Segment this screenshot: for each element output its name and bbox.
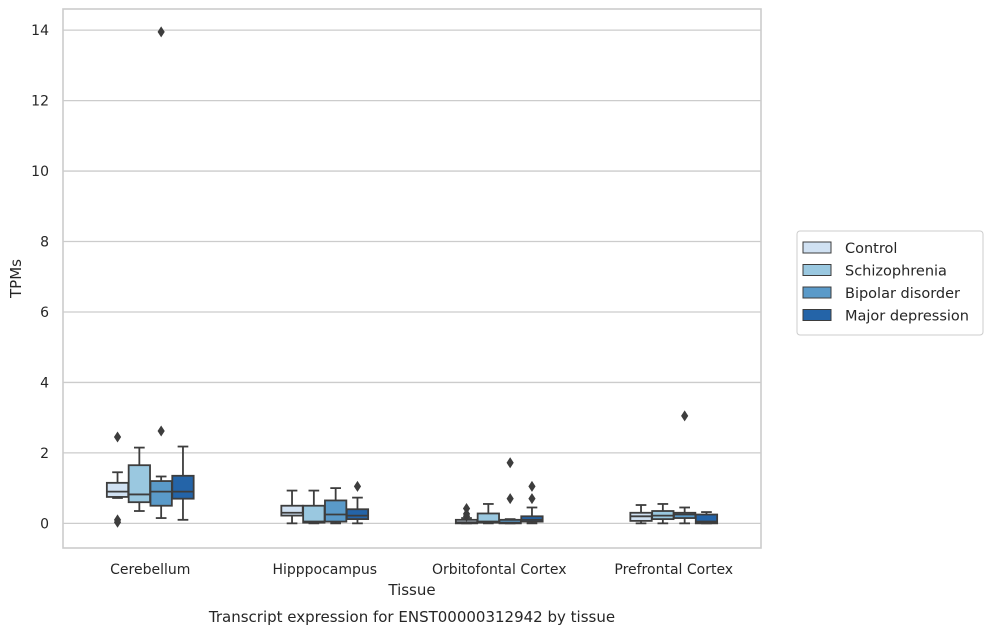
x-tick-label: Prefrontal Cortex <box>614 562 733 578</box>
box-body <box>476 512 500 524</box>
outlier-point <box>528 493 536 505</box>
outlier-point <box>113 431 122 443</box>
y-axis-label: TPMs <box>7 259 25 299</box>
box-major-depression-prefrontal-cortex <box>694 511 719 525</box>
box-schizophrenia-orbitofontal-cortex <box>476 503 500 525</box>
y-tick-label: 8 <box>40 235 49 251</box>
y-tick-labels: 0 2 4 6 8 10 12 14 <box>31 23 49 532</box>
box-major-depression-hipppocampus <box>345 480 370 525</box>
y-tick-label: 2 <box>40 446 49 462</box>
outlier-point <box>681 410 689 422</box>
box-bipolar-disorder-orbitofontal-cortex <box>498 457 522 525</box>
y-tick-label: 14 <box>31 23 49 39</box>
legend-label: Control <box>845 241 897 257</box>
x-tick-label: Cerebellum <box>110 562 190 578</box>
legend-swatch <box>802 264 832 276</box>
box-control-orbitofontal-cortex <box>454 503 479 525</box>
outlier-point <box>113 516 122 528</box>
y-tick-label: 4 <box>40 375 49 391</box>
boxes <box>105 26 719 528</box>
box-body <box>324 499 348 523</box>
box-body <box>302 504 326 524</box>
box-body <box>345 508 370 521</box>
outlier-point <box>157 26 165 38</box>
legend-label: Bipolar disorder <box>845 286 960 302</box>
box-major-depression-orbitofontal-cortex <box>520 480 544 525</box>
legend-label: Schizophrenia <box>845 264 947 280</box>
grid-lines <box>63 29 761 524</box>
legend: Control Schizophrenia Bipolar disorder Majo… <box>796 230 984 336</box>
box-bipolar-disorder-hipppocampus <box>324 487 348 525</box>
outlier-point <box>353 480 362 492</box>
legend-frame <box>796 230 984 336</box>
chart-title: Transcript expression for ENST0000031294… <box>208 608 615 626</box>
box-body <box>280 504 304 517</box>
box-control-hipppocampus <box>280 489 304 525</box>
box-bipolar-disorder-cerebellum <box>149 26 173 519</box>
box-major-depression-cerebellum <box>171 445 195 521</box>
x-axis-label: Tissue <box>387 581 435 599</box>
box-body <box>694 513 719 525</box>
legend-swatch <box>802 309 832 321</box>
y-tick-label: 12 <box>31 94 49 110</box>
x-tick-labels: Cerebellum Hipppocampus Orbitofontal Corte… <box>110 562 733 578</box>
box-control-cerebellum <box>105 431 130 528</box>
outlier-point <box>528 480 536 492</box>
box-schizophrenia-prefrontal-cortex <box>651 503 675 525</box>
box-schizophrenia-cerebellum <box>127 446 151 512</box>
legend-swatch <box>802 241 832 254</box>
box-body <box>149 480 173 507</box>
y-tick-label: 0 <box>40 516 49 532</box>
outlier-point <box>462 510 471 522</box>
outlier-point <box>506 493 514 505</box>
x-tick-label: Orbitofontal Cortex <box>432 562 567 578</box>
y-tick-label: 10 <box>31 164 49 180</box>
legend-swatch <box>802 286 832 299</box>
box-body <box>105 481 130 498</box>
box-body <box>171 474 195 500</box>
x-tick-label: Hipppocampus <box>272 562 377 578</box>
box-bipolar-disorder-prefrontal-cortex <box>673 410 697 525</box>
plot-frame <box>62 8 762 549</box>
box-schizophrenia-hipppocampus <box>302 489 326 525</box>
y-tick-label: 6 <box>40 305 49 321</box>
outlier-point <box>506 457 514 469</box>
box-body <box>127 464 151 504</box>
outlier-point <box>157 425 165 437</box>
legend-label: Major depression <box>845 309 969 325</box>
box-control-prefrontal-cortex <box>629 504 653 525</box>
